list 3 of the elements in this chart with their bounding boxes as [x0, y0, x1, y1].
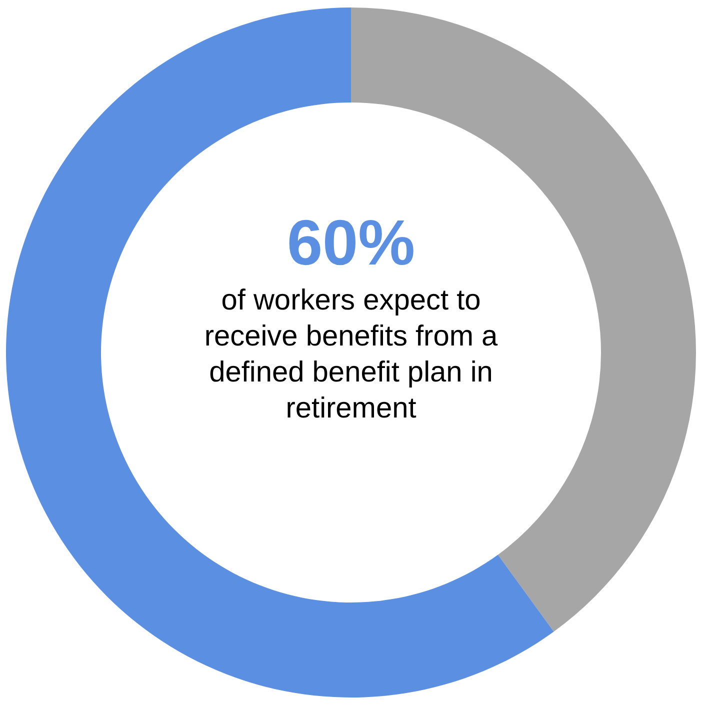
- text: of workers expect to receive benefits from a defined benefit plan in retirement: [204, 284, 499, 424]
- donut-slice: [6, 8, 554, 698]
- data-label: 60%: [286, 206, 416, 278]
